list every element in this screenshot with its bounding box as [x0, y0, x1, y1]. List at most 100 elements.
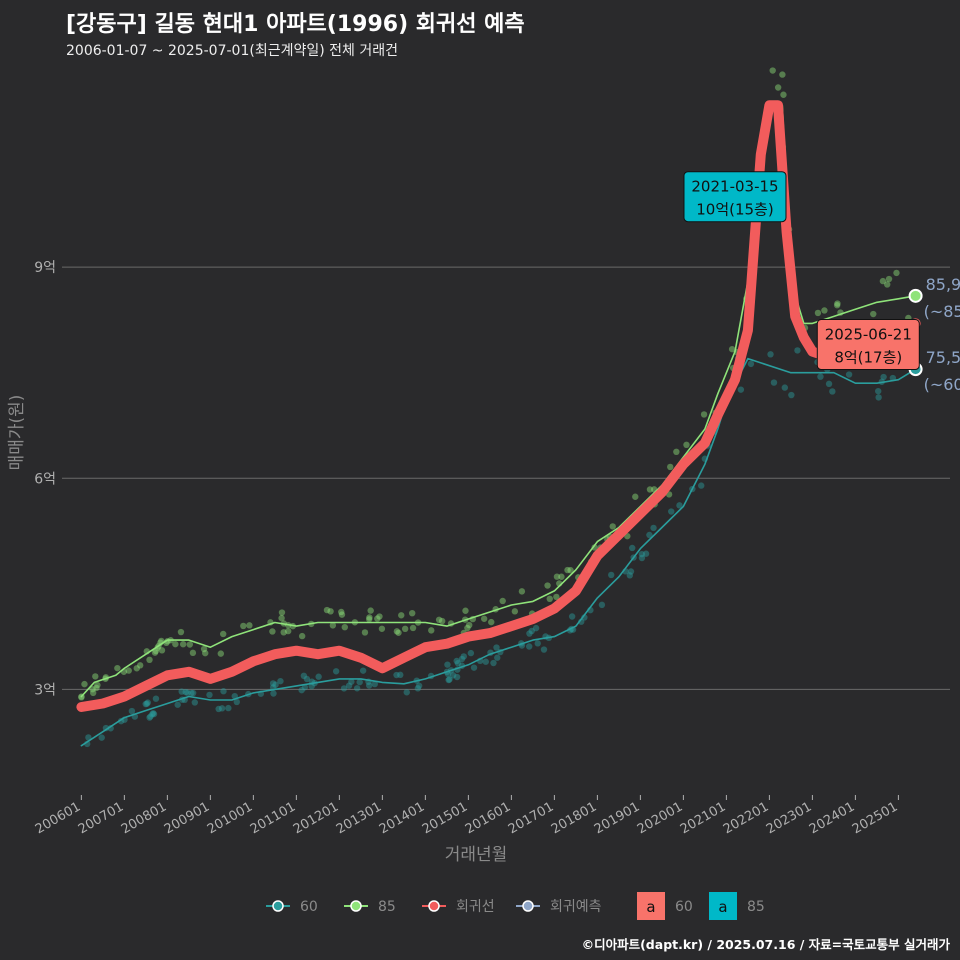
scatter-point: [179, 641, 187, 648]
scatter-point: [414, 685, 422, 692]
x-tick-label: 202001: [635, 799, 685, 837]
scatter-point: [378, 625, 386, 632]
annotation-box: [816, 319, 920, 371]
annotation-box: [683, 171, 787, 223]
legend-swatch-dot: [350, 900, 362, 912]
scatter-point: [747, 360, 755, 368]
x-tick-label: 202501: [850, 799, 900, 837]
scatter-point: [341, 623, 348, 631]
legend-label: 60: [300, 899, 318, 915]
scatter-point: [89, 685, 96, 693]
scatter-point: [395, 629, 402, 636]
scatter-point: [568, 613, 576, 620]
annotation-price: 10억(15층): [696, 201, 773, 219]
scatter-point: [558, 573, 565, 580]
scatter-point: [794, 347, 801, 354]
scatter-point: [821, 307, 828, 314]
scatter-point: [553, 593, 560, 601]
scatter-point: [445, 676, 452, 684]
x-axis-title: 거래년월: [445, 845, 508, 865]
scatter-point: [184, 689, 191, 696]
scatter-point: [94, 681, 101, 689]
scatter-point: [278, 614, 285, 622]
scatter-point: [332, 668, 340, 675]
annotations: 85,917 (~85㎡) 75,500 (~60㎡) 2021-03-15 10억(15…: [683, 171, 960, 394]
scatter-point: [880, 373, 887, 381]
scatter-point: [553, 573, 561, 580]
scatter-point: [638, 550, 646, 558]
scatter-point: [182, 688, 189, 696]
y-tick-label: 3억: [34, 682, 56, 698]
scatter-point: [781, 384, 789, 391]
scatter-point: [453, 657, 460, 665]
scatter-point: [246, 622, 253, 629]
scatter-point: [158, 647, 166, 654]
x-tick-label: 200801: [119, 799, 169, 837]
scatter-point: [143, 700, 151, 707]
x-tick-label: 201301: [334, 799, 384, 837]
legend-label: 85: [747, 899, 765, 915]
scatter-point: [650, 524, 657, 532]
scatter-point: [683, 441, 690, 449]
scatter-point: [366, 614, 373, 621]
scatter-point: [627, 568, 635, 575]
scatter-point: [397, 671, 404, 679]
scatter-point: [438, 617, 446, 625]
scatter-point: [191, 699, 199, 706]
scatter-point: [467, 649, 475, 657]
legend-label-glyph: a: [718, 898, 727, 916]
scatter-point: [85, 734, 92, 741]
scatter-point: [376, 613, 383, 620]
scatter-point: [667, 463, 674, 471]
scatter-point: [144, 699, 151, 706]
scatter-point: [482, 658, 489, 665]
y-tick-label: 6억: [34, 471, 56, 487]
scatter-point: [518, 588, 526, 595]
scatter-point: [428, 627, 435, 634]
scatter-point: [673, 448, 680, 456]
scatter-point: [454, 660, 462, 667]
scatter-point: [834, 300, 841, 307]
scatter-point: [217, 650, 225, 657]
scatter-point: [435, 616, 443, 624]
scatter-point: [359, 667, 367, 674]
scatter-point: [494, 654, 501, 661]
scatter-point: [488, 618, 495, 626]
scatter-point: [403, 689, 410, 696]
legend-swatch-dot: [272, 900, 284, 912]
scatter-point: [280, 629, 287, 636]
x-tick-label: 201701: [506, 799, 556, 837]
scatter-point: [374, 615, 381, 622]
scatter-point: [298, 632, 306, 640]
scatter-point: [676, 502, 683, 509]
scatter-point: [206, 691, 213, 699]
x-tick-label: 200701: [76, 799, 126, 837]
scatter-point: [767, 351, 774, 358]
scatter-point: [338, 611, 346, 618]
x-tick-label: 201401: [377, 799, 427, 837]
scatter-point: [564, 566, 571, 574]
scatter-point: [128, 707, 136, 715]
scatter-point: [493, 644, 500, 651]
scatter-point: [98, 734, 105, 741]
scatter-point: [189, 689, 197, 697]
x-tick-label: 201101: [248, 799, 298, 837]
chart-canvas: 85,917 (~85㎡) 75,500 (~60㎡) 2021-03-15 10억(15…: [7, 67, 960, 920]
end-area-label: (~60㎡): [924, 375, 960, 394]
scatter-point: [125, 667, 132, 674]
scatter-point: [177, 628, 185, 636]
end-value-label: 85,917: [926, 275, 960, 294]
scatter-point: [329, 622, 337, 629]
scatter-point: [200, 645, 208, 653]
scatter-point: [825, 380, 833, 388]
scatter-point: [149, 709, 157, 717]
scatter-point: [220, 688, 227, 695]
scatter-point: [460, 653, 467, 660]
scatter-point: [845, 371, 853, 378]
scatter-point: [526, 630, 533, 637]
scatter-point: [186, 641, 194, 648]
scatter-point: [215, 705, 222, 713]
scatter-point: [737, 386, 745, 393]
scatter-point: [300, 672, 308, 680]
scatter-point: [338, 608, 345, 616]
